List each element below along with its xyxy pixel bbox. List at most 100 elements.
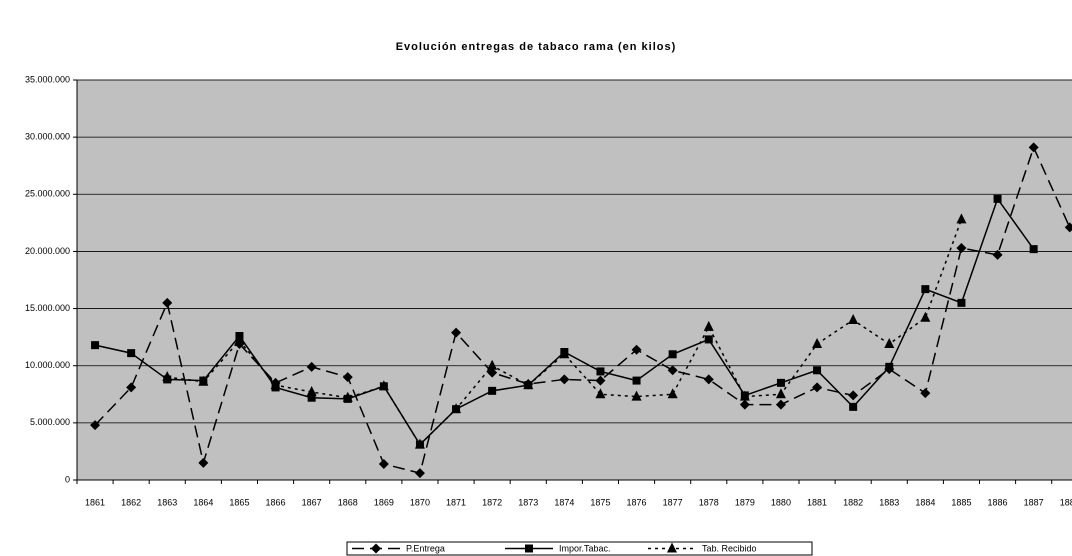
marker-square [1029, 245, 1038, 254]
x-tick-label: 1880 [771, 497, 791, 507]
x-tick-label: 1881 [807, 497, 827, 507]
marker-triangle [559, 348, 570, 359]
marker-triangle [812, 338, 823, 348]
x-tick-label: 1870 [410, 497, 430, 507]
marker-triangle [739, 390, 750, 401]
y-tick-label: 35.000.000 [25, 74, 70, 84]
marker-diamond [342, 372, 353, 383]
marker-diamond [162, 297, 173, 308]
marker-triangle [306, 386, 317, 396]
series-line [167, 219, 963, 446]
marker-square [776, 378, 785, 387]
marker-square [704, 335, 713, 344]
marker-diamond [90, 420, 101, 431]
marker-diamond [956, 243, 967, 253]
x-tick-label: 1885 [951, 497, 971, 507]
marker-triangle [342, 391, 353, 402]
marker-diamond [1028, 142, 1039, 153]
y-tick-label: 0 [65, 474, 70, 484]
marker-square [596, 367, 605, 376]
x-tick-label: 1886 [988, 497, 1008, 507]
marker-square [668, 350, 677, 359]
marker-diamond [451, 327, 462, 338]
marker-diamond [992, 249, 1003, 260]
marker-triangle [595, 388, 606, 399]
x-tick-label: 1878 [699, 497, 719, 507]
marker-square [921, 285, 930, 294]
x-tick-label: 1879 [735, 497, 755, 507]
marker-square [488, 386, 497, 395]
marker-diamond [559, 374, 570, 385]
x-tick-label: 1888 [1060, 497, 1072, 507]
x-tick-label: 1883 [879, 497, 899, 507]
marker-triangle [234, 334, 245, 345]
chart-title: Evolución entregas de tabaco rama (en ki… [396, 41, 677, 53]
marker-diamond [667, 365, 678, 376]
marker-triangle [920, 311, 931, 322]
x-tick-label: 1869 [374, 497, 394, 507]
marker-square [632, 376, 641, 385]
x-tick-label: 1872 [482, 497, 502, 507]
marker-square [127, 349, 136, 358]
marker-square [91, 341, 100, 350]
marker-diamond [1064, 222, 1072, 233]
marker-diamond [126, 382, 137, 393]
marker-triangle [848, 314, 859, 324]
legend-label: Tab. Recibido [702, 543, 757, 553]
y-tick-label: 25.000.000 [25, 189, 70, 199]
marker-diamond [920, 388, 931, 399]
marker-diamond [414, 468, 425, 479]
marker-triangle [487, 359, 498, 370]
marker-diamond [306, 361, 317, 372]
marker-square [307, 393, 316, 402]
legend-label: Impor.Tabac. [559, 543, 611, 553]
x-tick-label: 1874 [554, 497, 574, 507]
marker-diamond [371, 543, 381, 554]
legend-label: P.Entrega [406, 543, 445, 553]
y-tick-label: 5.000.000 [30, 417, 70, 427]
marker-diamond [378, 459, 389, 469]
marker-diamond [848, 390, 859, 401]
x-tick-label: 1871 [446, 497, 466, 507]
marker-triangle [270, 379, 281, 390]
marker-triangle [414, 438, 425, 449]
x-tick-label: 1884 [915, 497, 935, 507]
marker-triangle [162, 371, 173, 382]
marker-triangle [378, 380, 389, 391]
marker-triangle [775, 388, 786, 399]
marker-triangle [884, 338, 895, 348]
plot-area [76, 79, 1072, 481]
marker-triangle [198, 375, 209, 386]
x-tick-label: 1861 [85, 497, 105, 507]
y-tick-label: 20.000.000 [25, 246, 70, 256]
x-tick-label: 1868 [338, 497, 358, 507]
legend: P.Entrega Impor.Tabac. Tab. Recibido [346, 541, 813, 556]
marker-square [993, 194, 1002, 203]
x-tick-label: 1862 [121, 497, 141, 507]
y-tick-label: 30.000.000 [25, 132, 70, 142]
marker-square [849, 402, 858, 411]
x-tick-label: 1867 [302, 497, 322, 507]
x-tick-label: 1876 [627, 497, 647, 507]
marker-square [813, 366, 822, 375]
marker-square [957, 298, 966, 307]
marker-diamond [739, 399, 750, 410]
legend-box [346, 541, 813, 556]
marker-diamond [812, 382, 823, 393]
marker-square [525, 544, 533, 553]
x-tick-label: 1864 [193, 497, 213, 507]
marker-triangle [956, 213, 967, 224]
y-tick-label: 15.000.000 [25, 303, 70, 313]
x-tick-label: 1882 [843, 497, 863, 507]
marker-triangle [703, 320, 714, 331]
marker-diamond [595, 375, 606, 386]
marker-triangle [523, 379, 534, 390]
marker-triangle [667, 388, 678, 399]
marker-triangle [451, 403, 462, 414]
marker-diamond [775, 399, 786, 410]
marker-square [885, 362, 894, 371]
x-tick-label: 1877 [663, 497, 683, 507]
marker-diamond [487, 367, 498, 378]
marker-triangle [631, 390, 642, 401]
x-tick-label: 1875 [590, 497, 610, 507]
